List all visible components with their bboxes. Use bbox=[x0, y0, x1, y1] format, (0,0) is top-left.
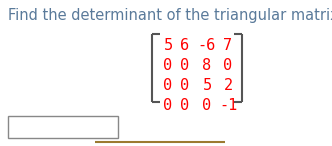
Text: -1: -1 bbox=[219, 98, 237, 113]
Text: 7: 7 bbox=[223, 38, 232, 53]
Bar bbox=[8, 116, 118, 138]
Text: 5: 5 bbox=[203, 78, 211, 93]
Text: 0: 0 bbox=[180, 58, 190, 73]
Text: 0: 0 bbox=[163, 58, 173, 73]
Text: 0: 0 bbox=[180, 78, 190, 93]
Text: 0: 0 bbox=[223, 58, 232, 73]
Text: 5: 5 bbox=[163, 38, 173, 53]
Text: 0: 0 bbox=[180, 98, 190, 113]
Text: -6: -6 bbox=[198, 38, 216, 53]
Text: 0: 0 bbox=[163, 78, 173, 93]
Text: 8: 8 bbox=[203, 58, 211, 73]
Text: 2: 2 bbox=[223, 78, 232, 93]
Text: 0: 0 bbox=[203, 98, 211, 113]
Text: 6: 6 bbox=[180, 38, 190, 53]
Text: 0: 0 bbox=[163, 98, 173, 113]
Text: Find the determinant of the triangular matrix.: Find the determinant of the triangular m… bbox=[8, 8, 332, 23]
